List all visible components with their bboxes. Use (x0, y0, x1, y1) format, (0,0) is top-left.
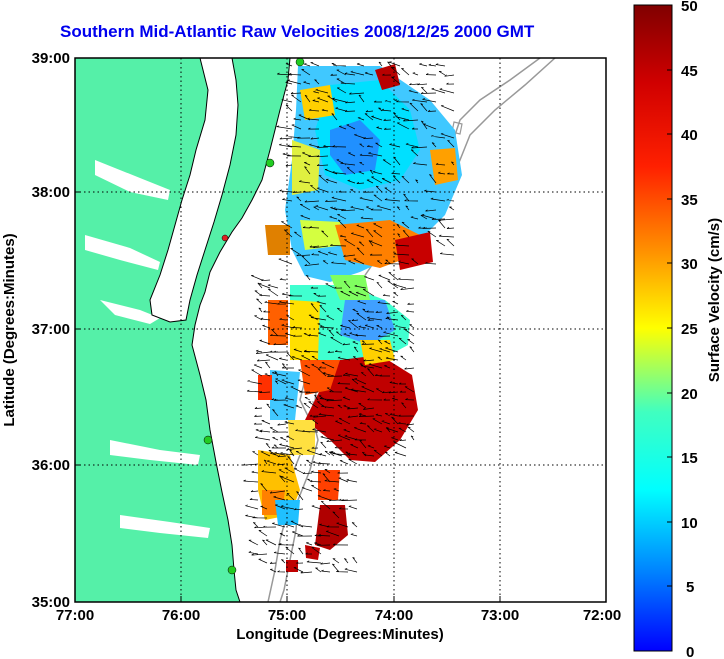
y-tick-label: 38:00 (32, 184, 70, 201)
colorbar-tick-label: 5 (686, 579, 694, 596)
colorbar-tick-label: 15 (681, 450, 698, 467)
station-marker (221, 234, 229, 242)
station-marker (203, 435, 213, 445)
x-tick-label: 77:00 (56, 607, 94, 624)
station-marker (265, 158, 275, 168)
colorbar-tick-label: 35 (681, 192, 698, 209)
chesapeake-bay (150, 58, 238, 322)
colorbar-tick-label: 30 (681, 256, 698, 273)
velocity-vectors (242, 61, 455, 574)
x-tick-label: 75:00 (268, 607, 306, 624)
map-title: Southern Mid-Atlantic Raw Velocities 200… (60, 22, 535, 41)
colorbar-tick-label: 40 (681, 127, 698, 144)
velocity-arrow-set (242, 61, 455, 574)
colorbar-label: Surface Velocity (cm/s) (706, 218, 723, 382)
y-tick-label: 37:00 (32, 321, 70, 338)
x-axis-label: Longitude (Degrees:Minutes) (236, 626, 444, 643)
colorbar-tick-label: 45 (681, 63, 698, 80)
grid (75, 58, 606, 602)
y-tick-label: 35:00 (32, 594, 70, 611)
station-marker (227, 565, 237, 575)
station-marker (295, 58, 305, 67)
x-tick-label: 74:00 (375, 607, 413, 624)
x-tick-label: 72:00 (583, 607, 621, 624)
colorbar-tick-label: 10 (681, 515, 698, 532)
colorbar (633, 4, 673, 652)
colorbar-tick-label: 0 (686, 644, 694, 659)
x-tick-label: 76:00 (162, 607, 200, 624)
y-axis-label: Latitude (Degrees:Minutes) (1, 233, 18, 426)
plot-frame (74, 57, 607, 603)
radar-stations (203, 58, 305, 575)
y-tick-label: 39:00 (32, 50, 70, 67)
land-mass (75, 58, 290, 602)
colorbar-tick-label: 25 (681, 321, 698, 338)
y-tick-label: 36:00 (32, 457, 70, 474)
x-tick-label: 73:00 (481, 607, 519, 624)
colorbar-tick-label: 50 (681, 0, 698, 15)
colorbar-tick-label: 20 (681, 386, 698, 403)
